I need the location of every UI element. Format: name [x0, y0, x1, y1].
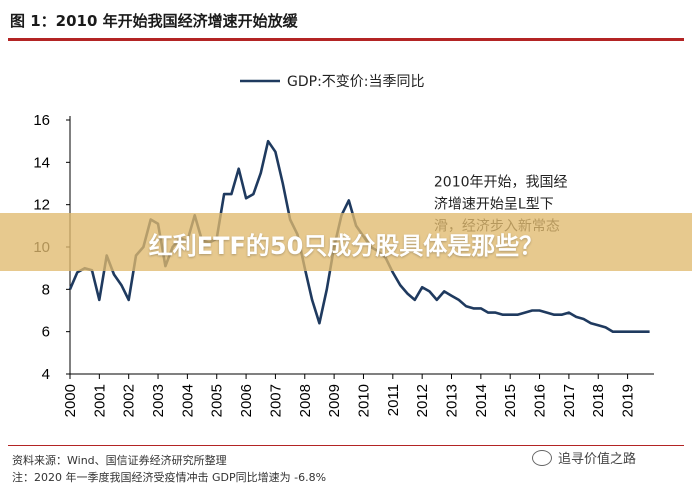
x-tick-label: 2001 [91, 384, 108, 417]
source-line: 资料来源：Wind、国信证券经济研究所整理 [12, 454, 227, 467]
note-line: 注：2020 年一季度我国经济受疫情冲击 GDP同比增速为 -6.8% [12, 471, 327, 484]
y-tick-label: 4 [42, 366, 50, 383]
x-tick-label: 2012 [414, 384, 431, 417]
x-tick-label: 2013 [444, 384, 461, 417]
x-tick-label: 2019 [620, 384, 637, 417]
x-tick-label: 2011 [385, 384, 402, 416]
y-tick-label: 6 [42, 324, 50, 341]
x-tick-label: 2005 [209, 384, 226, 417]
y-tick-label: 12 [33, 197, 50, 214]
title-divider [8, 38, 684, 41]
overlay-banner [0, 213, 692, 271]
x-tick-label: 2008 [297, 384, 314, 417]
x-tick-label: 2015 [502, 384, 519, 417]
x-tick-label: 2002 [121, 384, 138, 417]
y-tick-label: 14 [33, 154, 50, 171]
watermark-text: 追寻价值之路 [558, 452, 637, 467]
x-tick-label: 2003 [150, 384, 167, 417]
legend-label: GDP:不变价:当季同比 [287, 74, 425, 90]
x-tick-label: 2014 [473, 384, 490, 417]
x-tick-label: 2000 [62, 384, 79, 417]
x-tick-label: 2004 [179, 384, 196, 417]
watermark: 追寻价值之路 [532, 448, 636, 467]
x-tick-label: 2016 [532, 384, 549, 417]
x-tick-label: 2017 [561, 384, 578, 417]
y-tick-label: 8 [42, 281, 50, 298]
y-tick-label: 16 [33, 112, 50, 129]
annotation-line: 济增速开始呈L型下 [434, 197, 554, 213]
wechat-icon [532, 450, 552, 466]
figure-title: 图 1：2010 年开始我国经济增速开始放缓 [10, 12, 298, 30]
x-tick-label: 2009 [326, 384, 343, 417]
x-tick-label: 2007 [267, 384, 284, 417]
x-tick-label: 2018 [590, 384, 607, 417]
annotation-line: 2010年开始，我国经 [434, 175, 568, 191]
source-divider [8, 445, 684, 446]
x-tick-label: 2010 [355, 384, 372, 417]
overlay-banner-text: 红利ETF的50只成分股具体是那些？ [148, 232, 544, 260]
x-tick-label: 2006 [238, 384, 255, 417]
